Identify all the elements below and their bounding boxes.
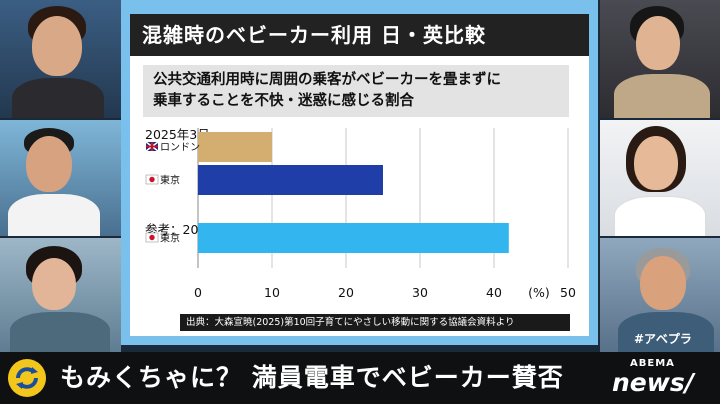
x-tick-label: 10 <box>264 285 280 300</box>
chart-title: 混雑時のベビーカー利用 日・英比較 <box>130 14 589 56</box>
panelist-video-3 <box>0 238 121 352</box>
japan-flag-dot <box>149 234 155 241</box>
x-tick-label: 30 <box>412 285 428 300</box>
news-logo-text: news/ <box>612 368 694 397</box>
bar <box>198 132 272 162</box>
chart-source: 出典：大森宣暁(2025)第10回子育てにやさしい移動に関する協議会資料より <box>180 314 570 331</box>
group-label-2025: 2025年3月 <box>145 127 210 142</box>
chart-subtitle-line-1: 公共交通利用時に周囲の乗客がベビーカーを畳まずに <box>153 72 501 88</box>
abema-logo-text: ABEMA <box>630 358 675 369</box>
panelist-video-4 <box>600 0 720 118</box>
panelist-video-2 <box>0 120 121 236</box>
panelist-video-6: #アベプラ <box>600 238 720 352</box>
chart-subtitle: 公共交通利用時に周囲の乗客がベビーカーを畳まずに 乗車することを不快・迷惑に感じ… <box>143 65 569 117</box>
category-label: 東京 <box>160 174 180 187</box>
japan-flag-dot <box>149 176 155 183</box>
bar <box>198 223 509 253</box>
x-tick-label: 20 <box>338 285 354 300</box>
x-tick-label: 50 <box>560 285 576 300</box>
category-label: ロンドン <box>160 143 200 154</box>
x-tick-label: 0 <box>194 285 202 300</box>
panelist-video-5 <box>600 120 720 236</box>
bottom-banner <box>0 352 720 404</box>
category-label: 東京 <box>160 232 180 245</box>
x-tick-label: 40 <box>486 285 502 300</box>
chart-subtitle-line-2: 乗車することを不快・迷惑に感じる割合 <box>153 93 414 109</box>
hashtag-label: #アベプラ <box>634 332 692 346</box>
uk-flag-cross <box>146 145 158 148</box>
bar <box>198 165 383 195</box>
banner-headline: もみくちゃに？ 満員電車でベビーカー賛否 <box>60 363 564 392</box>
x-unit-label: (%) <box>528 285 550 300</box>
panelist-video-1 <box>0 0 121 118</box>
refresh-icon <box>8 359 46 397</box>
